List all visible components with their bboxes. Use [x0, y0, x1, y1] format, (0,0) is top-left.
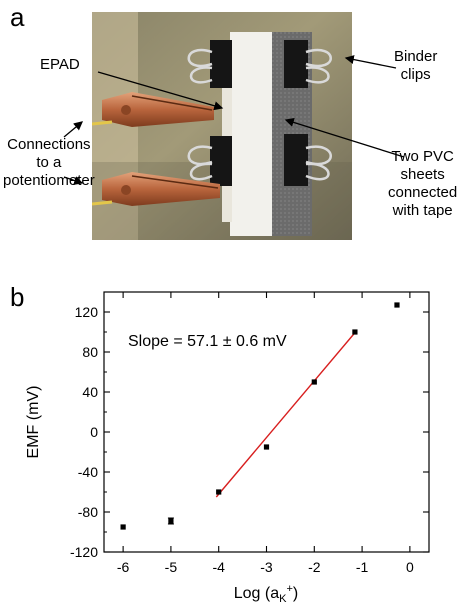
x-tick-label: 0 [406, 559, 414, 575]
x-axis-label-sup: + [286, 583, 292, 595]
fit-line [215, 330, 357, 498]
data-point [394, 302, 400, 308]
callout-pvc-line1: Two PVC [391, 148, 454, 165]
callout-pvc-line4: with tape [392, 202, 453, 219]
y-tick-label: -80 [78, 504, 98, 520]
x-axis-label-main: Log (a [234, 585, 279, 602]
x-tick-label: -5 [165, 559, 178, 575]
x-tick-label: -2 [308, 559, 321, 575]
y-axis-label: EMF (mV) [25, 386, 42, 459]
emf-chart: -6 -5 -4 -3 -2 -1 0 -120 -80 -40 0 40 80 120 Slope = … [25, 291, 430, 605]
callout-epad: EPAD [40, 56, 80, 73]
x-axis-label-end: ) [293, 585, 298, 602]
data-point [263, 444, 270, 450]
x-axis-label-sub: K [279, 593, 287, 605]
x-tick-label: -6 [117, 559, 130, 575]
callout-binder-line1: Binder [394, 48, 438, 65]
y-tick-label: 0 [90, 424, 98, 440]
y-tick-label: 40 [82, 384, 98, 400]
panel-b-label: b [10, 282, 25, 312]
callout-pvc-line2: sheets [400, 166, 445, 183]
data-point [120, 524, 126, 530]
panel-a-label: a [10, 2, 25, 32]
y-tick-label: -120 [70, 544, 98, 560]
data-point [168, 518, 174, 524]
y-tick-label: 80 [82, 344, 98, 360]
points-layer [120, 302, 400, 530]
data-point [311, 379, 317, 385]
callout-binder-clips: Binder clips [394, 48, 437, 84]
y-tick-label: -40 [78, 464, 98, 480]
data-point [216, 489, 222, 495]
callout-pvc-line3: connected [388, 184, 458, 201]
slope-annotation: Slope = 57.1 ± 0.6 mV [128, 333, 287, 350]
fit-layer [215, 330, 357, 498]
callout-connections-line1: Connections [7, 136, 91, 153]
callout-connections: Connections to a potentiometer [3, 136, 95, 190]
apparatus-photo [92, 12, 352, 240]
x-tick-label: -1 [356, 559, 369, 575]
callout-binder-line2: clips [400, 66, 431, 83]
x-tick-label: -3 [260, 559, 273, 575]
callout-pvc: Two PVC sheets connected with tape [388, 148, 457, 220]
ticks-layer: -6 -5 -4 -3 -2 -1 0 -120 -80 -40 0 40 80 120 [70, 292, 429, 575]
callout-connections-line3: potentiometer [3, 172, 95, 189]
y-tick-label: 120 [75, 304, 99, 320]
plot-frame [103, 291, 430, 553]
callout-connections-line2: to a [36, 154, 62, 171]
x-axis-label: Log (aK+) [234, 583, 298, 605]
x-tick-label: -4 [212, 559, 225, 575]
data-point [352, 329, 358, 335]
